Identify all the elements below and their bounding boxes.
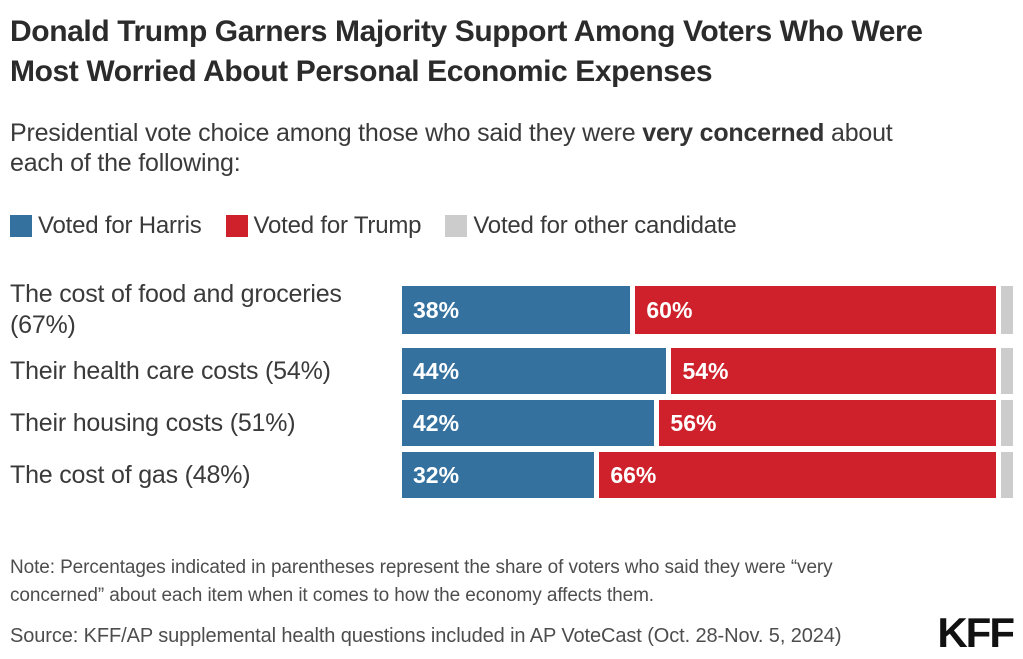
stacked-bar: 38% 60% — [402, 286, 1013, 334]
bar-segment: 42% — [402, 400, 655, 446]
subtitle-text-before: Presidential vote choice among those who… — [10, 119, 643, 147]
note-text: Note: Percentages indicated in parenthes… — [10, 557, 833, 606]
bar-value-label: 38% — [413, 296, 460, 323]
legend-item-1: Voted for Trump — [225, 212, 422, 240]
chart-row: The cost of food and groceries (67%) 38% 6… — [10, 278, 1013, 342]
source-text: Source: KFF/AP supplemental health quest… — [10, 624, 842, 647]
bar-value-label: 60% — [646, 296, 693, 323]
kff-logo: KFF — [937, 609, 1015, 656]
chart-row: Their housing costs (51%) 42% 56% — [10, 400, 1013, 446]
subtitle-text-after: about each of the following: — [10, 119, 893, 177]
bar-segment: 32% — [402, 452, 595, 498]
bar-value-label: 54% — [682, 357, 729, 384]
bar-value-label: 32% — [413, 461, 460, 488]
bar-value-label: 44% — [413, 357, 460, 384]
bar-segment — [1000, 452, 1013, 498]
stacked-bar: 42% 56% — [402, 400, 1013, 446]
legend-swatch-icon — [225, 215, 248, 237]
legend-label: Voted for other candidate — [473, 212, 737, 239]
stacked-bar: 32% 66% — [402, 452, 1013, 498]
chart-subtitle: Presidential vote choice among those who… — [10, 118, 940, 178]
chart-title: Donald Trump Garners Majority Support Am… — [10, 15, 923, 88]
chart-row: The cost of gas (48%) 32% 66% — [10, 452, 1013, 498]
bar-segment: 44% — [402, 348, 667, 394]
legend-swatch-icon — [445, 215, 468, 237]
bar-value-label: 66% — [610, 461, 657, 488]
category-label: The cost of gas (48%) — [10, 460, 251, 489]
chart-rows: The cost of food and groceries (67%) 38% 6… — [10, 278, 1013, 498]
legend-label: Voted for Trump — [253, 212, 422, 239]
bar-segment: 66% — [599, 452, 996, 498]
bar-value-label: 56% — [670, 409, 717, 436]
legend-label: Voted for Harris — [38, 212, 202, 239]
bar-segment: 60% — [635, 286, 996, 334]
source-row: Source: KFF/AP supplemental health quest… — [10, 609, 1015, 656]
legend-item-2: Voted for other candidate — [445, 212, 737, 240]
legend: Voted for Harris Voted for Trump Voted for… — [10, 212, 1013, 240]
category-label: Their health care costs (54%) — [10, 356, 331, 385]
category-label: Their housing costs (51%) — [10, 408, 296, 437]
bar-segment: 56% — [659, 400, 996, 446]
subtitle-bold-phrase: very concerned — [642, 119, 825, 147]
category-label: The cost of food and groceries (67%) — [10, 280, 342, 339]
bar-segment — [1000, 348, 1013, 394]
bar-value-label: 42% — [413, 409, 460, 436]
bar-segment — [1000, 286, 1013, 334]
bar-segment: 38% — [402, 286, 631, 334]
legend-item-0: Voted for Harris — [10, 212, 202, 240]
bar-segment — [1000, 400, 1013, 446]
legend-swatch-icon — [10, 215, 32, 237]
bar-segment: 54% — [671, 348, 996, 394]
chart-row: Their health care costs (54%) 44% 54% — [10, 348, 1013, 394]
stacked-bar: 44% 54% — [402, 348, 1013, 394]
